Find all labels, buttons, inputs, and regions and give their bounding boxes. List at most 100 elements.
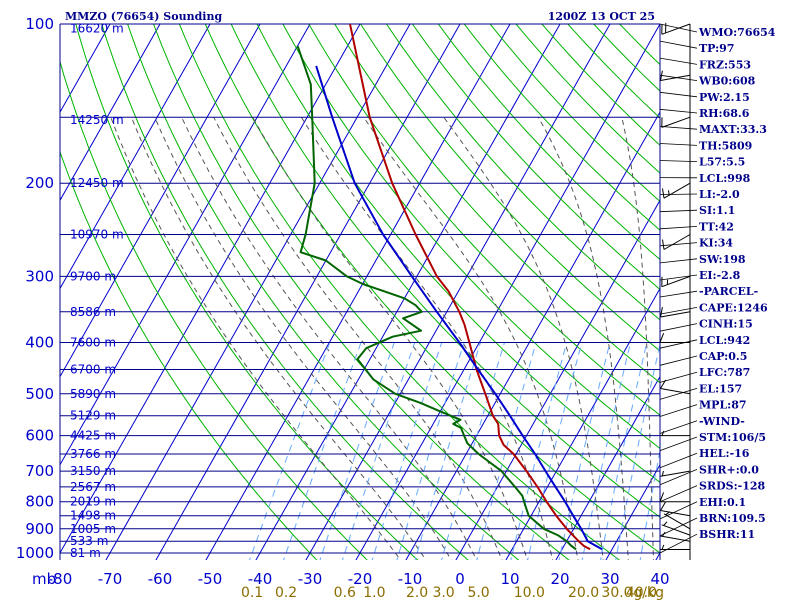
- index-value: LFC:787: [699, 366, 750, 379]
- dry-adiabat-line: [178, 24, 621, 560]
- index-item: EI:-2.8: [659, 269, 741, 282]
- isotherm-line: [255, 24, 561, 560]
- temperature-tick-label: -70: [98, 570, 123, 588]
- index-item: BRN:109.5: [659, 512, 766, 537]
- wind-barb: [660, 501, 691, 517]
- index-value: EI:-2.8: [699, 269, 741, 282]
- mixing-ratio-tick-label: 0.2: [275, 585, 297, 600]
- mixing-ratio-tick-label: 1.0: [363, 585, 385, 600]
- index-value: BRN:109.5: [699, 512, 766, 525]
- height-label: 6700 m: [70, 363, 116, 377]
- index-value: TP:97: [699, 42, 734, 55]
- index-item: BSHR:11: [659, 528, 755, 554]
- index-value: SI:1.1: [699, 204, 735, 217]
- temperature-tick-label: -40: [248, 570, 273, 588]
- height-label: 4425 m: [70, 429, 116, 443]
- index-value: RH:68.6: [699, 107, 750, 120]
- wind-barb: [661, 116, 691, 128]
- mixing-ratio-line: [527, 342, 583, 560]
- mixing-ratio-line: [441, 342, 505, 560]
- height-label: 14250 m: [70, 113, 124, 127]
- index-value: WMO:76654: [698, 26, 776, 39]
- mixing-ratio-tick-label: 40.0: [626, 585, 657, 600]
- index-value: TT:42: [699, 220, 734, 233]
- index-value: TH:5809: [699, 139, 752, 152]
- isotherm-line: [455, 199, 660, 560]
- isotherm-line: [60, 24, 161, 202]
- mixing-ratio-tick-label: 0.6: [334, 585, 356, 600]
- index-item: RH:68.6: [659, 107, 750, 120]
- isotherm-line: [60, 24, 311, 466]
- index-value: PW:2.15: [699, 91, 750, 104]
- mixing-ratio-tick-label: 0.1: [241, 585, 263, 600]
- dry-adiabat-line: [152, 24, 570, 560]
- dry-adiabat-line: [334, 24, 660, 384]
- profile-line: [315, 65, 603, 551]
- index-item: LCL:998: [659, 172, 751, 185]
- index-value: LCL:998: [699, 172, 751, 185]
- index-item: WB0:608: [659, 75, 756, 88]
- mixing-ratio-tick-label: 5.0: [467, 585, 489, 600]
- temperature-tick-label: -50: [198, 570, 223, 588]
- index-value: STM:106/5: [699, 431, 766, 444]
- index-item: -WIND-: [659, 415, 745, 434]
- pressure-tick-label: 900: [25, 520, 54, 538]
- isotherm-line: [405, 111, 660, 560]
- index-value: CAP:0.5: [699, 350, 747, 363]
- dry-adiabat-line: [385, 24, 660, 321]
- index-value: HEL:-16: [699, 447, 750, 460]
- isotherm-line: [60, 24, 361, 554]
- index-value: L57:5.5: [699, 156, 745, 169]
- mixing-ratio-line: [615, 342, 660, 560]
- height-label: 2567 m: [70, 480, 116, 494]
- index-item: SI:1.1: [659, 204, 735, 217]
- index-item: WMO:76654: [659, 23, 776, 39]
- index-value: LCL:942: [699, 334, 750, 347]
- index-item: PW:2.15: [659, 91, 750, 104]
- index-item: TP:97: [659, 40, 734, 55]
- temperature-tick-label: -80: [48, 570, 73, 588]
- temperature-tick-label: -10: [398, 570, 423, 588]
- station-title: MMZO (76654) Sounding: [65, 10, 222, 23]
- index-item: CAP:0.5: [659, 350, 747, 366]
- index-item: LCL:942: [659, 334, 750, 349]
- height-label: 5890 m: [70, 387, 116, 401]
- index-value: -PARCEL-: [699, 285, 758, 298]
- mixing-ratio-unit-label: g/kg: [633, 585, 664, 600]
- isotherm-line: [305, 24, 611, 560]
- mixing-ratio-line: [600, 342, 648, 560]
- index-item: SRDS:-128: [659, 480, 766, 503]
- index-value: CINH:15: [699, 318, 753, 331]
- index-value: EL:157: [699, 382, 742, 395]
- pressure-tick-label: 800: [25, 493, 54, 511]
- profile-line: [296, 45, 577, 551]
- index-item: LI:-2.0: [659, 188, 740, 201]
- temperature-tick-label: 40: [650, 570, 669, 588]
- index-item: EL:157: [659, 382, 742, 400]
- pressure-tick-label: 600: [25, 427, 54, 445]
- pressure-tick-label: 400: [25, 334, 54, 352]
- index-item: HEL:-16: [659, 447, 750, 469]
- mixing-ratio-tick-label: 2.0: [406, 585, 428, 600]
- wind-barb: [661, 22, 691, 35]
- index-item: MPL:87: [659, 399, 747, 417]
- mixing-ratio-tick-label: 30.0: [601, 585, 632, 600]
- isotherm-line: [60, 24, 261, 378]
- mixing-ratio-tick-label: 3.0: [432, 585, 454, 600]
- temperature-tick-label: -60: [148, 570, 173, 588]
- height-label: 16620 m: [70, 22, 124, 36]
- wind-barb: [660, 470, 691, 477]
- isotherm-line: [205, 24, 511, 560]
- index-value: SW:198: [699, 253, 746, 266]
- pressure-tick-label: 200: [25, 174, 54, 192]
- dry-adiabat-line: [60, 150, 318, 560]
- index-list: WMO:76654 TP:97 FRZ:553 WB0:608 PW:2.15 RH:68…: [659, 23, 776, 554]
- dry-adiabat-line: [411, 24, 660, 290]
- wind-barb: [662, 234, 691, 250]
- temperature-tick-label: 0: [455, 570, 465, 588]
- wind-barb: [660, 430, 690, 437]
- mixing-ratio-tick-label: 20.0: [568, 585, 599, 600]
- wind-barb: [659, 492, 690, 503]
